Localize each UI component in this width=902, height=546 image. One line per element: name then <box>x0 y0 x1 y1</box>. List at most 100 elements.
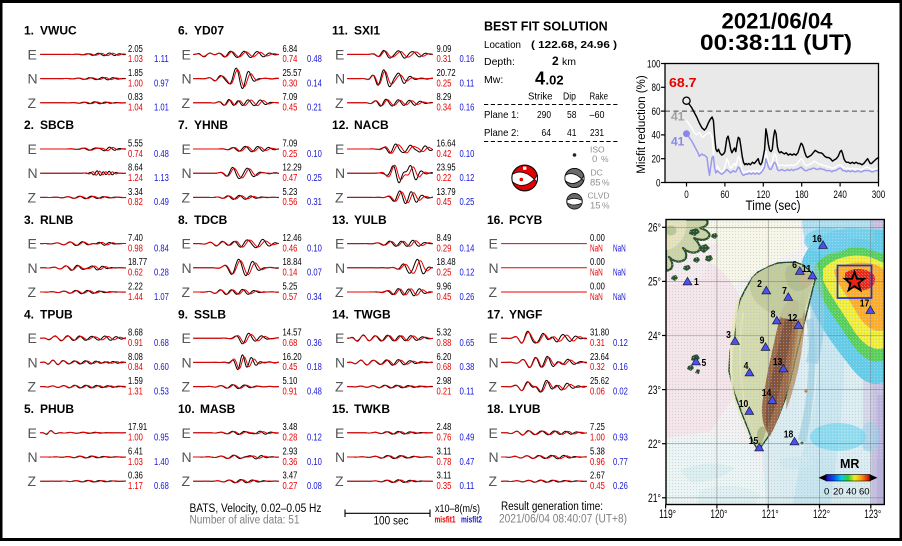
svg-text:0.28: 0.28 <box>283 433 298 444</box>
svg-text:Time (sec): Time (sec) <box>746 198 801 213</box>
svg-text:8.: 8. <box>178 213 188 227</box>
svg-text:0.31: 0.31 <box>437 54 452 65</box>
svg-text:4: 4 <box>744 360 749 372</box>
svg-text:0.25: 0.25 <box>437 268 452 279</box>
svg-text:17.: 17. <box>487 307 504 321</box>
svg-text:0.31: 0.31 <box>307 197 322 208</box>
svg-text:2.93: 2.93 <box>283 446 298 457</box>
svg-text:PCYB: PCYB <box>509 213 543 227</box>
svg-text:13: 13 <box>773 356 783 368</box>
svg-text:Z: Z <box>182 379 191 395</box>
svg-text:2.67: 2.67 <box>590 471 605 482</box>
svg-text:E: E <box>489 236 498 252</box>
svg-text:Z: Z <box>28 95 37 111</box>
svg-text:5.10: 5.10 <box>283 376 298 387</box>
svg-text:231: 231 <box>590 127 604 139</box>
svg-text:BEST FIT SOLUTION: BEST FIT SOLUTION <box>484 20 608 34</box>
svg-text:VWUC: VWUC <box>40 24 77 38</box>
svg-text:0: 0 <box>684 189 689 201</box>
svg-text:Z: Z <box>182 284 191 300</box>
svg-text:100: 100 <box>647 58 661 70</box>
svg-text:0.45: 0.45 <box>283 362 298 373</box>
svg-text:Mw:: Mw: <box>484 74 503 86</box>
svg-text:4.: 4. <box>24 307 34 321</box>
svg-text:26°: 26° <box>648 223 661 235</box>
svg-text:Plane 2:: Plane 2: <box>484 127 519 139</box>
svg-text:18: 18 <box>784 429 794 441</box>
svg-text:Z: Z <box>489 379 498 395</box>
svg-text:0.49: 0.49 <box>154 197 169 208</box>
svg-text:21°: 21° <box>648 493 661 505</box>
svg-text:68.7: 68.7 <box>669 76 697 90</box>
svg-text:SXI1: SXI1 <box>354 24 380 38</box>
svg-text:Depth:: Depth: <box>484 56 515 68</box>
svg-text:120°: 120° <box>710 509 727 521</box>
svg-text:120: 120 <box>757 189 771 201</box>
svg-text:N: N <box>28 165 38 181</box>
svg-text:121°: 121° <box>762 509 779 521</box>
svg-text:6: 6 <box>792 259 797 271</box>
svg-text:0.16: 0.16 <box>613 362 628 373</box>
svg-text:9: 9 <box>760 335 765 347</box>
svg-text:23.95: 23.95 <box>437 163 456 174</box>
svg-text:40: 40 <box>652 130 661 142</box>
svg-text:1.44: 1.44 <box>128 292 143 303</box>
svg-text:0.25: 0.25 <box>307 173 322 184</box>
svg-text:E: E <box>489 330 498 346</box>
svg-text:N: N <box>182 165 192 181</box>
svg-text:3.48: 3.48 <box>283 422 298 433</box>
svg-text:5.32: 5.32 <box>437 328 452 339</box>
svg-text:Z: Z <box>335 189 344 205</box>
svg-text:119°: 119° <box>659 509 676 521</box>
svg-text:14.: 14. <box>332 307 349 321</box>
svg-text:9.09: 9.09 <box>437 44 452 55</box>
svg-text:0.11: 0.11 <box>460 386 475 397</box>
svg-text:E: E <box>182 46 191 62</box>
svg-text:YULB: YULB <box>354 213 387 227</box>
svg-text:122°: 122° <box>813 509 830 521</box>
svg-text:N: N <box>28 260 38 276</box>
svg-text:1.03: 1.03 <box>128 54 143 65</box>
svg-text:NaN: NaN <box>613 243 626 254</box>
svg-text:2.98: 2.98 <box>437 376 452 387</box>
svg-text:0.74: 0.74 <box>283 54 298 65</box>
svg-text:3: 3 <box>726 329 731 341</box>
svg-text:Location: Location <box>484 39 521 51</box>
svg-text:0.82: 0.82 <box>128 197 143 208</box>
svg-text:Result generation time:: Result generation time: <box>501 501 603 513</box>
svg-text:0: 0 <box>656 177 661 189</box>
svg-text:5.: 5. <box>24 402 34 416</box>
svg-text:11.: 11. <box>332 24 348 38</box>
svg-text:10: 10 <box>739 398 749 410</box>
svg-text:22°: 22° <box>648 439 661 451</box>
svg-text:Z: Z <box>182 473 191 489</box>
svg-text:0.57: 0.57 <box>283 292 298 303</box>
svg-text:10.: 10. <box>178 402 195 416</box>
svg-text:E: E <box>182 425 191 441</box>
svg-text:TWGB: TWGB <box>354 307 391 321</box>
svg-text:0.25: 0.25 <box>437 78 452 89</box>
svg-text:E: E <box>28 425 37 441</box>
svg-text:E: E <box>335 46 344 62</box>
svg-text:300: 300 <box>872 189 886 201</box>
svg-text:6.41: 6.41 <box>128 446 143 457</box>
svg-text:.02: .02 <box>546 73 564 88</box>
svg-text:123°: 123° <box>864 509 881 521</box>
svg-text:NaN: NaN <box>590 243 603 254</box>
svg-text:0.11: 0.11 <box>460 78 475 89</box>
svg-text:misfit1: misfit1 <box>435 515 456 525</box>
svg-text:E: E <box>182 236 191 252</box>
svg-text:0.12: 0.12 <box>613 338 628 349</box>
svg-text:0.91: 0.91 <box>128 338 143 349</box>
svg-text:9.: 9. <box>178 307 188 321</box>
svg-text:0.93: 0.93 <box>613 433 628 444</box>
svg-text:0.14: 0.14 <box>460 243 475 254</box>
svg-text:0.27: 0.27 <box>283 481 298 492</box>
svg-text:0.65: 0.65 <box>460 338 475 349</box>
svg-text:ISO: ISO <box>590 145 605 155</box>
svg-text:MASB: MASB <box>200 402 236 416</box>
svg-text:0.21: 0.21 <box>307 103 322 114</box>
svg-text:3.11: 3.11 <box>437 446 452 457</box>
svg-text:2.22: 2.22 <box>128 281 143 292</box>
svg-text:85: 85 <box>590 178 601 189</box>
